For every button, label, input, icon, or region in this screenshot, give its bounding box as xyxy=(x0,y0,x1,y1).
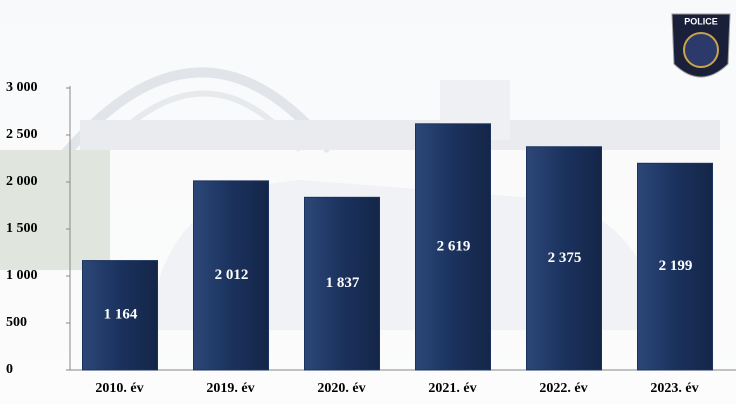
bar xyxy=(415,123,491,371)
value-label: 2 199 xyxy=(659,258,693,274)
x-tick-label: 2020. év xyxy=(317,381,365,396)
bar xyxy=(637,162,713,371)
value-label: 2 375 xyxy=(548,250,582,266)
x-tick-label: 2010. év xyxy=(95,381,143,396)
value-label: 2 619 xyxy=(437,238,471,254)
bar xyxy=(526,146,602,371)
police-badge: POLICE xyxy=(671,13,731,78)
y-tick-label: 0 xyxy=(6,362,13,377)
y-tick-label: 2 000 xyxy=(6,174,38,189)
y-tick-label: 2 500 xyxy=(6,127,38,142)
value-label: 1 164 xyxy=(104,307,138,323)
y-tick-label: 1 000 xyxy=(6,268,38,283)
x-tick-label: 2023. év xyxy=(650,381,698,396)
badge-text: POLICE xyxy=(684,16,718,26)
bar xyxy=(193,180,269,371)
x-tick-label: 2021. év xyxy=(428,381,476,396)
value-label: 2 012 xyxy=(215,267,249,283)
x-tick-label: 2022. év xyxy=(539,381,587,396)
y-tick-label: 3 000 xyxy=(6,80,38,95)
value-label: 1 837 xyxy=(326,275,360,291)
y-tick-label: 500 xyxy=(6,315,27,330)
x-tick-label: 2019. év xyxy=(206,381,254,396)
bar xyxy=(304,196,380,371)
y-tick-label: 1 500 xyxy=(6,221,38,236)
bar xyxy=(82,260,158,371)
